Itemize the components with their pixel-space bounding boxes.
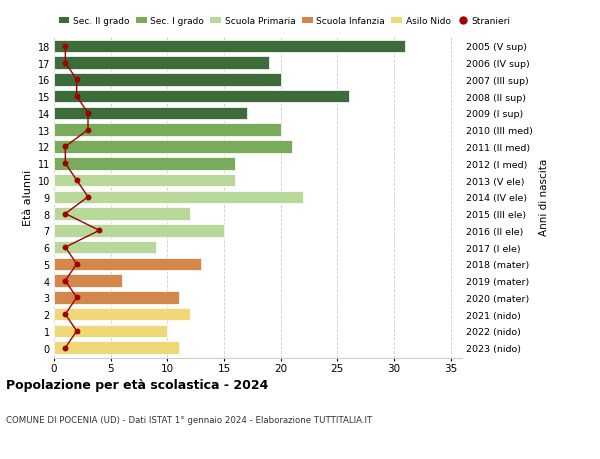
Point (61, 43, 70, 50)
Point (72, 77, 82, 84)
Bar (54, 57, 269, 70)
Point (61, 210, 70, 218)
Point (72, 177, 82, 185)
Point (61, 60, 70, 67)
Y-axis label: Anni di nascita: Anni di nascita (539, 159, 548, 236)
Point (72, 261, 82, 268)
Point (72, 294, 82, 302)
Point (61, 160, 70, 168)
Bar (54, 91, 349, 103)
Point (61, 344, 70, 352)
Legend: Sec. II grado, Sec. I grado, Scuola Primaria, Scuola Infanzia, Asilo Nido, Stran: Sec. II grado, Sec. I grado, Scuola Prim… (59, 17, 511, 26)
Bar (54, 157, 235, 170)
Point (95, 227, 104, 235)
Bar (54, 224, 224, 237)
Point (72, 328, 82, 335)
Bar (54, 341, 179, 354)
Bar (54, 308, 190, 321)
Bar (54, 141, 292, 153)
Point (72, 93, 82, 101)
Text: COMUNE DI POCENIA (UD) - Dati ISTAT 1° gennaio 2024 - Elaborazione TUTTITALIA.IT: COMUNE DI POCENIA (UD) - Dati ISTAT 1° g… (6, 415, 372, 424)
Bar (54, 291, 179, 304)
Point (61, 144, 70, 151)
Bar (54, 258, 202, 271)
Bar (54, 74, 281, 86)
Point (83, 110, 93, 118)
Point (61, 311, 70, 318)
Bar (54, 40, 406, 53)
Bar (54, 325, 167, 337)
Bar (54, 275, 122, 287)
Point (83, 127, 93, 134)
Y-axis label: Età alunni: Età alunni (23, 169, 33, 225)
Text: Popolazione per età scolastica - 2024: Popolazione per età scolastica - 2024 (6, 378, 268, 391)
Bar (54, 107, 247, 120)
Point (61, 277, 70, 285)
Bar (54, 241, 156, 254)
Bar (54, 191, 304, 204)
Point (61, 244, 70, 251)
Bar (54, 174, 235, 187)
Point (83, 194, 93, 201)
Bar (54, 124, 281, 137)
Bar (54, 208, 190, 220)
